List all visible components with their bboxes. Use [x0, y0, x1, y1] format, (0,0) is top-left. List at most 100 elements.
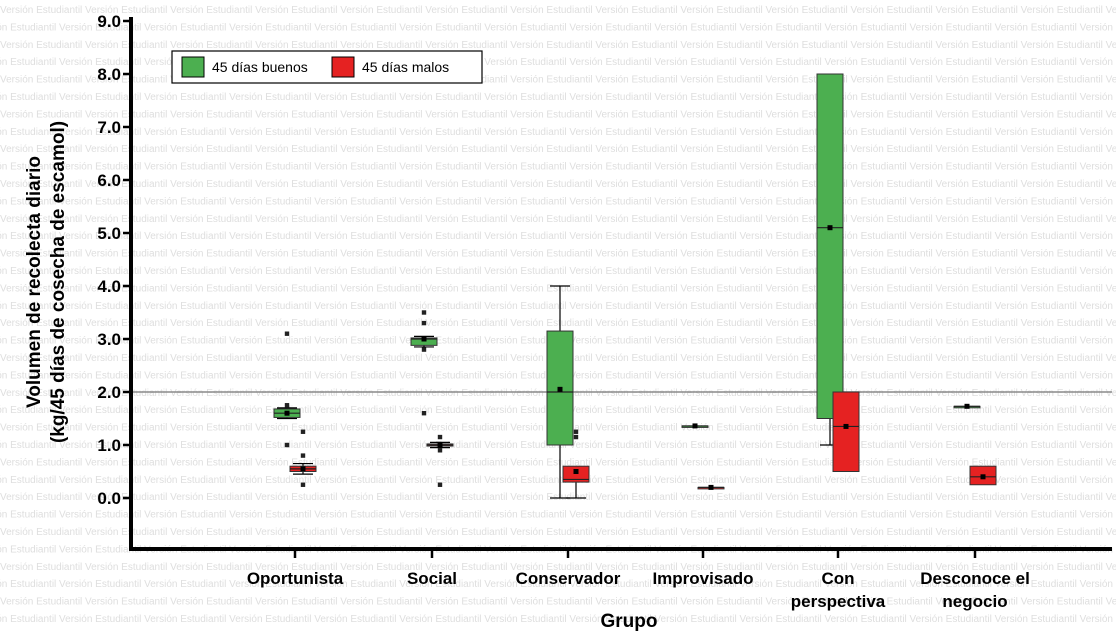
- y-axis-title-line: Volumen de recolecta diario: [24, 156, 45, 408]
- mean-marker: [300, 466, 306, 472]
- outlier-point: [437, 482, 443, 487]
- box-malos-2: [562, 429, 590, 499]
- mean-marker: [692, 423, 698, 429]
- outlier-point: [284, 331, 290, 336]
- mean-marker: [964, 403, 970, 409]
- y-tick-label: 0.0: [97, 489, 121, 508]
- y-tick-label: 4.0: [97, 277, 121, 296]
- outlier-point: [437, 448, 443, 453]
- mean-marker: [708, 484, 714, 490]
- watermark-text: Versión Estudiantil Versión Estudiantil …: [0, 475, 1116, 486]
- legend-swatch: [181, 56, 205, 78]
- y-axis-title-line: (kg/45 días de cosecha de escamol): [48, 121, 69, 443]
- mean-marker: [843, 423, 849, 429]
- outlier-point: [437, 434, 443, 440]
- watermark-text: Versión Estudiantil Versión Estudiantil …: [0, 527, 1116, 538]
- watermark-text: Versión Estudiantil Versión Estudiantil …: [0, 231, 1116, 242]
- watermark-text: Versión Estudiantil Versión Estudiantil …: [0, 214, 1116, 225]
- outlier-point: [421, 310, 427, 315]
- watermark-text: Versión Estudiantil Versión Estudiantil …: [0, 318, 1116, 329]
- y-tick-label: 8.0: [97, 65, 121, 84]
- mean-marker: [421, 336, 427, 342]
- y-tick-label: 3.0: [97, 330, 121, 349]
- outlier-point: [573, 434, 579, 440]
- watermark-text: Versión Estudiantil Versión Estudiantil …: [0, 457, 1116, 468]
- box-buenos-5: [953, 403, 981, 409]
- watermark-layer: Versión Estudiantil Versión Estudiantil …: [0, 5, 1116, 625]
- watermark-text: Versión Estudiantil Versión Estudiantil …: [0, 57, 1116, 68]
- legend-box: [171, 50, 483, 84]
- mean-marker: [284, 410, 290, 416]
- watermark-text: Versión Estudiantil Versión Estudiantil …: [0, 196, 1116, 207]
- watermark-text: Versión Estudiantil Versión Estudiantil …: [0, 266, 1116, 277]
- mean-marker: [437, 442, 443, 448]
- legend-swatch: [331, 56, 355, 78]
- watermark-text: Versión Estudiantil Versión Estudiantil …: [0, 5, 1116, 16]
- axes-layer: 0.0 1.0 2.0 3.0 4.0 5.0 6.0 7.0 8.0 9.0: [97, 12, 1112, 558]
- watermark-text: Versión Estudiantil Versión Estudiantil …: [0, 162, 1116, 173]
- outlier-point: [573, 429, 579, 434]
- outlier-point: [284, 442, 290, 448]
- box-buenos-4: [816, 73, 844, 446]
- category-label: Con: [821, 569, 854, 588]
- watermark-text: Versión Estudiantil Versión Estudiantil …: [0, 144, 1116, 155]
- category-label: Social: [407, 569, 457, 588]
- watermark-text: Versión Estudiantil Versión Estudiantil …: [0, 510, 1116, 521]
- box-malos-0: [289, 429, 317, 487]
- mean-marker: [557, 386, 563, 392]
- watermark-text: Versión Estudiantil Versión Estudiantil …: [0, 283, 1116, 294]
- y-tick-label: 9.0: [97, 12, 121, 31]
- outlier-point: [421, 411, 427, 416]
- watermark-text: Versión Estudiantil Versión Estudiantil …: [0, 597, 1116, 608]
- watermark-text: Versión Estudiantil Versión Estudiantil …: [0, 75, 1116, 86]
- watermark-text: Versión Estudiantil Versión Estudiantil …: [0, 301, 1116, 312]
- mean-marker: [573, 469, 579, 474]
- watermark-text: Versión Estudiantil Versión Estudiantil …: [0, 614, 1116, 625]
- legend: 45 días buenos 45 días malos: [171, 50, 483, 84]
- watermark-text: Versión Estudiantil Versión Estudiantil …: [0, 249, 1116, 260]
- category-label: Desconoce el: [920, 569, 1030, 588]
- category-label: perspectiva: [791, 592, 886, 611]
- outlier-point: [300, 453, 306, 458]
- box-malos-4: [832, 391, 860, 472]
- watermark-text: Versión Estudiantil Versión Estudiantil …: [0, 440, 1116, 451]
- box-rect: [562, 465, 590, 483]
- mean-marker: [827, 225, 833, 231]
- watermark-text: Versión Estudiantil Versión Estudiantil …: [0, 562, 1116, 573]
- watermark-text: Versión Estudiantil Versión Estudiantil …: [0, 40, 1116, 51]
- watermark-text: Versión Estudiantil Versión Estudiantil …: [0, 127, 1116, 138]
- box-rect: [816, 73, 844, 419]
- box-buenos-3: [681, 423, 709, 429]
- legend-label: 45 días malos: [362, 59, 449, 75]
- outlier-point: [421, 320, 427, 326]
- y-tick-label: 5.0: [97, 224, 121, 243]
- watermark-text: Versión Estudiantil Versión Estudiantil …: [0, 92, 1116, 103]
- category-label: negocio: [942, 592, 1007, 611]
- watermark-text: Versión Estudiantil Versión Estudiantil …: [0, 579, 1116, 590]
- outlier-point: [284, 403, 290, 408]
- box-malos-3: [697, 484, 725, 490]
- outlier-point: [421, 347, 427, 352]
- mean-marker: [980, 474, 986, 480]
- axis-titles-layer: Grupo Volumen de recolecta diario (kg/45 d…: [24, 121, 658, 631]
- y-tick-label: 2.0: [97, 383, 121, 402]
- watermark-text: Versión Estudiantil Versión Estudiantil …: [0, 109, 1116, 120]
- category-labels-layer: Oportunista Social Conservador Improvisado C…: [247, 569, 1030, 611]
- watermark-text: Versión Estudiantil Versión Estudiantil …: [0, 22, 1116, 33]
- legend-label: 45 días buenos: [212, 59, 308, 75]
- outlier-point: [300, 429, 306, 434]
- box-buenos-0: [273, 331, 301, 448]
- y-tick-label: 1.0: [97, 436, 121, 455]
- box-malos-1: [426, 434, 454, 487]
- box-rect: [832, 391, 860, 472]
- box-malos-5: [969, 465, 997, 486]
- y-tick-label: 6.0: [97, 171, 121, 190]
- x-axis-title: Grupo: [601, 611, 658, 631]
- outlier-point: [300, 482, 306, 487]
- box-buenos-1: [410, 310, 438, 416]
- watermark-text: Versión Estudiantil Versión Estudiantil …: [0, 179, 1116, 190]
- category-label: Conservador: [516, 569, 621, 588]
- category-label: Improvisado: [652, 569, 753, 588]
- boxes-layer: [273, 73, 997, 499]
